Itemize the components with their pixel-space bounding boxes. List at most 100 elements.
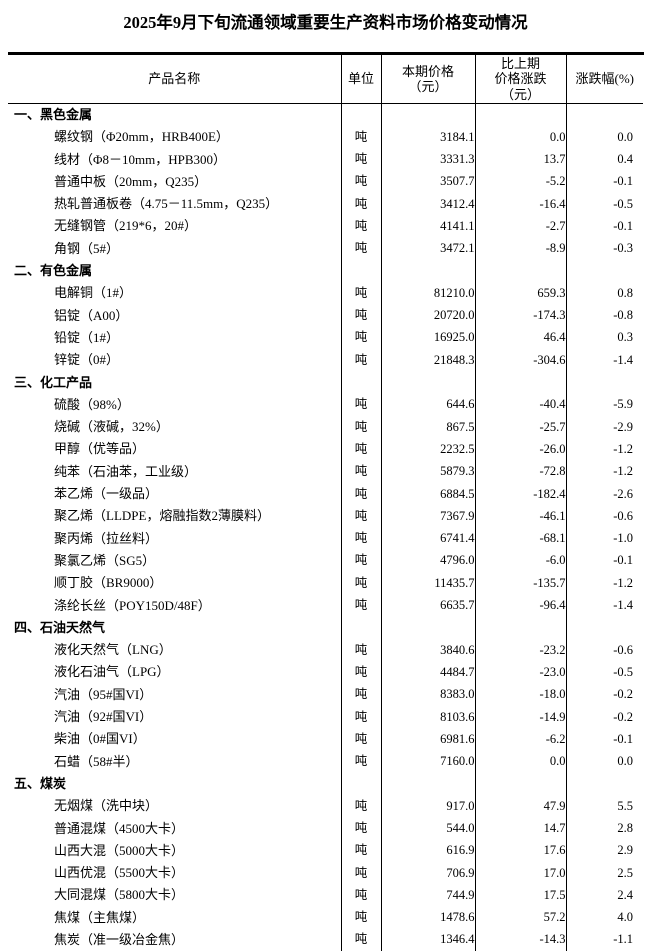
product-name-cell: 汽油（92#国VI）	[8, 706, 341, 728]
product-unit-cell: 吨	[341, 550, 381, 572]
category-change-cell	[475, 260, 566, 282]
product-percent-change-cell: -1.4	[566, 595, 643, 617]
page-title: 2025年9月下旬流通领域重要生产资料市场价格变动情况	[0, 0, 651, 34]
category-change-cell	[475, 773, 566, 795]
product-price-change-cell: 17.6	[475, 840, 566, 862]
product-current-price-cell: 917.0	[381, 795, 475, 817]
product-name-label: 山西优混（5500大卡）	[8, 865, 184, 880]
product-percent-change-cell: 2.8	[566, 818, 643, 840]
product-percent-change-cell: -0.8	[566, 305, 643, 327]
column-header-percent-change: 涨跌幅(%)	[566, 55, 643, 104]
product-unit-cell: 吨	[341, 505, 381, 527]
category-pct-cell	[566, 617, 643, 639]
category-label: 五、煤炭	[8, 776, 66, 791]
product-name-label: 顺丁胶（BR9000）	[8, 575, 162, 590]
product-name-label: 铝锭（A00）	[8, 308, 128, 323]
product-name-cell: 液化天然气（LNG）	[8, 639, 341, 661]
product-price-change-cell: -182.4	[475, 483, 566, 505]
product-current-price-cell: 4484.7	[381, 661, 475, 683]
product-unit-cell: 吨	[341, 349, 381, 371]
product-unit-cell: 吨	[341, 795, 381, 817]
product-name-cell: 无烟煤（洗中块）	[8, 795, 341, 817]
product-price-change-cell: 0.0	[475, 751, 566, 773]
product-name-cell: 角钢（5#）	[8, 238, 341, 260]
product-name-label: 硫酸（98%）	[8, 397, 130, 412]
product-unit-cell: 吨	[341, 215, 381, 237]
category-name-cell: 三、化工产品	[8, 372, 341, 394]
product-current-price-cell: 11435.7	[381, 572, 475, 594]
category-name-cell: 四、石油天然气	[8, 617, 341, 639]
product-price-change-cell: -14.9	[475, 706, 566, 728]
product-price-change-cell: -23.0	[475, 661, 566, 683]
product-name-cell: 硫酸（98%）	[8, 394, 341, 416]
product-price-change-cell: -8.9	[475, 238, 566, 260]
product-current-price-cell: 1346.4	[381, 929, 475, 951]
product-current-price-cell: 20720.0	[381, 305, 475, 327]
category-row: 三、化工产品	[8, 372, 643, 394]
category-price-cell	[381, 773, 475, 795]
product-price-change-cell: 46.4	[475, 327, 566, 349]
product-current-price-cell: 3412.4	[381, 193, 475, 215]
price-table: 产品名称 单位 本期价格 （元） 比上期 价格涨跌 （元） 涨跌幅(%) 一、黑…	[8, 52, 644, 951]
product-price-change-cell: 14.7	[475, 818, 566, 840]
product-unit-cell: 吨	[341, 416, 381, 438]
product-percent-change-cell: -2.9	[566, 416, 643, 438]
product-name-label: 汽油（92#国VI）	[8, 709, 152, 724]
product-current-price-cell: 3184.1	[381, 126, 475, 148]
product-price-change-cell: -174.3	[475, 305, 566, 327]
product-name-cell: 山西优混（5500大卡）	[8, 862, 341, 884]
product-unit-cell: 吨	[341, 572, 381, 594]
product-unit-cell: 吨	[341, 438, 381, 460]
product-percent-change-cell: 0.3	[566, 327, 643, 349]
product-name-cell: 大同混煤（5800大卡）	[8, 884, 341, 906]
product-name-cell: 焦炭（准一级冶金焦）	[8, 929, 341, 951]
category-change-cell	[475, 104, 566, 127]
product-name-label: 无烟煤（洗中块）	[8, 798, 158, 813]
category-name-cell: 二、有色金属	[8, 260, 341, 282]
product-name-cell: 电解铜（1#）	[8, 282, 341, 304]
product-name-cell: 焦煤（主焦煤）	[8, 907, 341, 929]
product-price-change-cell: -6.2	[475, 728, 566, 750]
category-row: 二、有色金属	[8, 260, 643, 282]
product-price-change-cell: -5.2	[475, 171, 566, 193]
product-current-price-cell: 6635.7	[381, 595, 475, 617]
product-percent-change-cell: -1.2	[566, 572, 643, 594]
product-name-cell: 螺纹钢（Φ20mm，HRB400E）	[8, 126, 341, 148]
product-price-change-cell: 47.9	[475, 795, 566, 817]
product-percent-change-cell: -0.1	[566, 728, 643, 750]
product-percent-change-cell: -0.2	[566, 706, 643, 728]
product-unit-cell: 吨	[341, 706, 381, 728]
product-price-change-cell: -96.4	[475, 595, 566, 617]
product-current-price-cell: 5879.3	[381, 461, 475, 483]
product-unit-cell: 吨	[341, 728, 381, 750]
product-name-cell: 热轧普通板卷（4.75－11.5mm，Q235）	[8, 193, 341, 215]
product-percent-change-cell: 5.5	[566, 795, 643, 817]
category-name-cell: 一、黑色金属	[8, 104, 341, 127]
product-name-cell: 甲醇（优等品）	[8, 438, 341, 460]
product-unit-cell: 吨	[341, 327, 381, 349]
product-unit-cell: 吨	[341, 862, 381, 884]
category-change-cell	[475, 617, 566, 639]
product-name-label: 无缝钢管（219*6，20#）	[8, 218, 197, 233]
product-unit-cell: 吨	[341, 305, 381, 327]
product-unit-cell: 吨	[341, 818, 381, 840]
product-percent-change-cell: -0.3	[566, 238, 643, 260]
product-name-label: 线材（Φ8－10mm，HPB300）	[8, 152, 226, 167]
product-name-label: 柴油（0#国VI）	[8, 731, 146, 746]
product-price-change-cell: -46.1	[475, 505, 566, 527]
category-row: 一、黑色金属	[8, 104, 643, 127]
product-percent-change-cell: -0.2	[566, 684, 643, 706]
product-name-label: 角钢（5#）	[8, 241, 119, 256]
category-unit-cell	[341, 617, 381, 639]
